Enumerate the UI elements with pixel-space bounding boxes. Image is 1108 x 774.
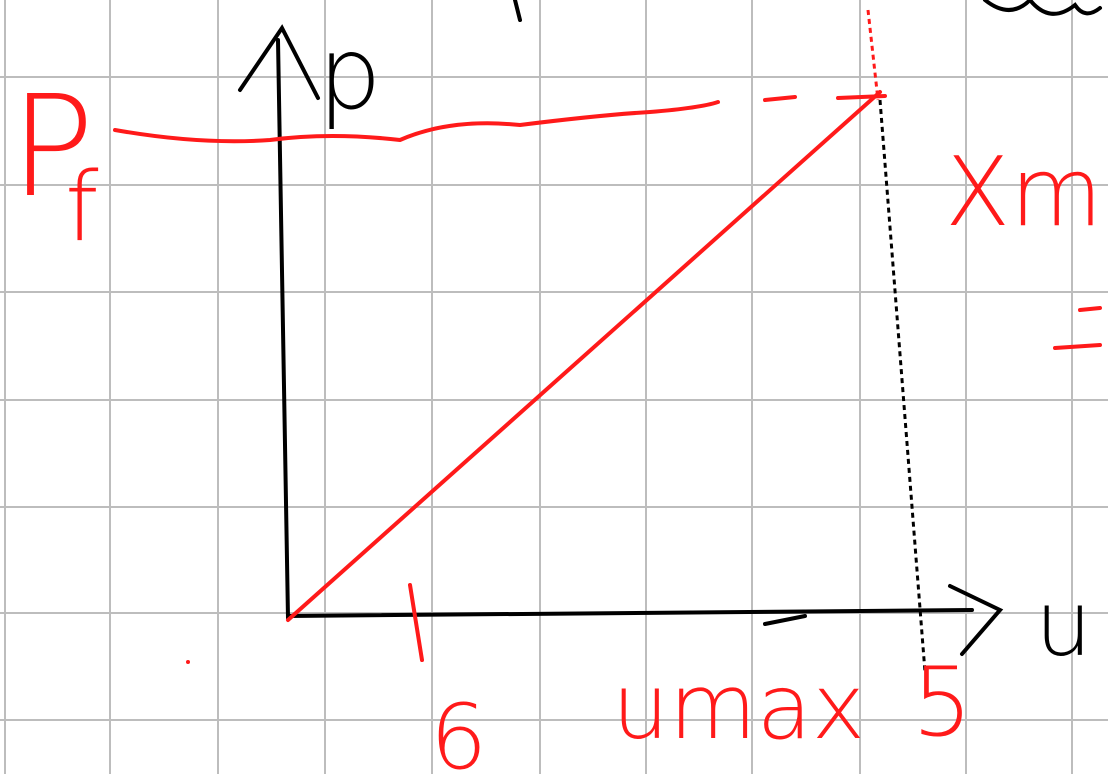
axes: [238, 0, 1102, 656]
projection-line: [878, 99, 927, 673]
red-dotted: [866, 9, 880, 101]
red-strokes: [113, 90, 1102, 662]
p-f-subscript: f: [65, 153, 99, 263]
y-axis-label: p: [318, 15, 381, 132]
dot: [186, 660, 190, 664]
tick-5: 5: [912, 648, 972, 758]
tick-6: 6: [430, 685, 487, 774]
u-max-label: umax: [612, 655, 865, 760]
x-axis-label: u: [1035, 572, 1092, 677]
x-max-label: Xma: [945, 138, 1108, 248]
p-f-label: P: [10, 66, 94, 229]
